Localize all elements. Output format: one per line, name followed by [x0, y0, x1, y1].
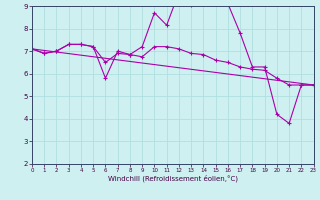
X-axis label: Windchill (Refroidissement éolien,°C): Windchill (Refroidissement éolien,°C)	[108, 175, 238, 182]
